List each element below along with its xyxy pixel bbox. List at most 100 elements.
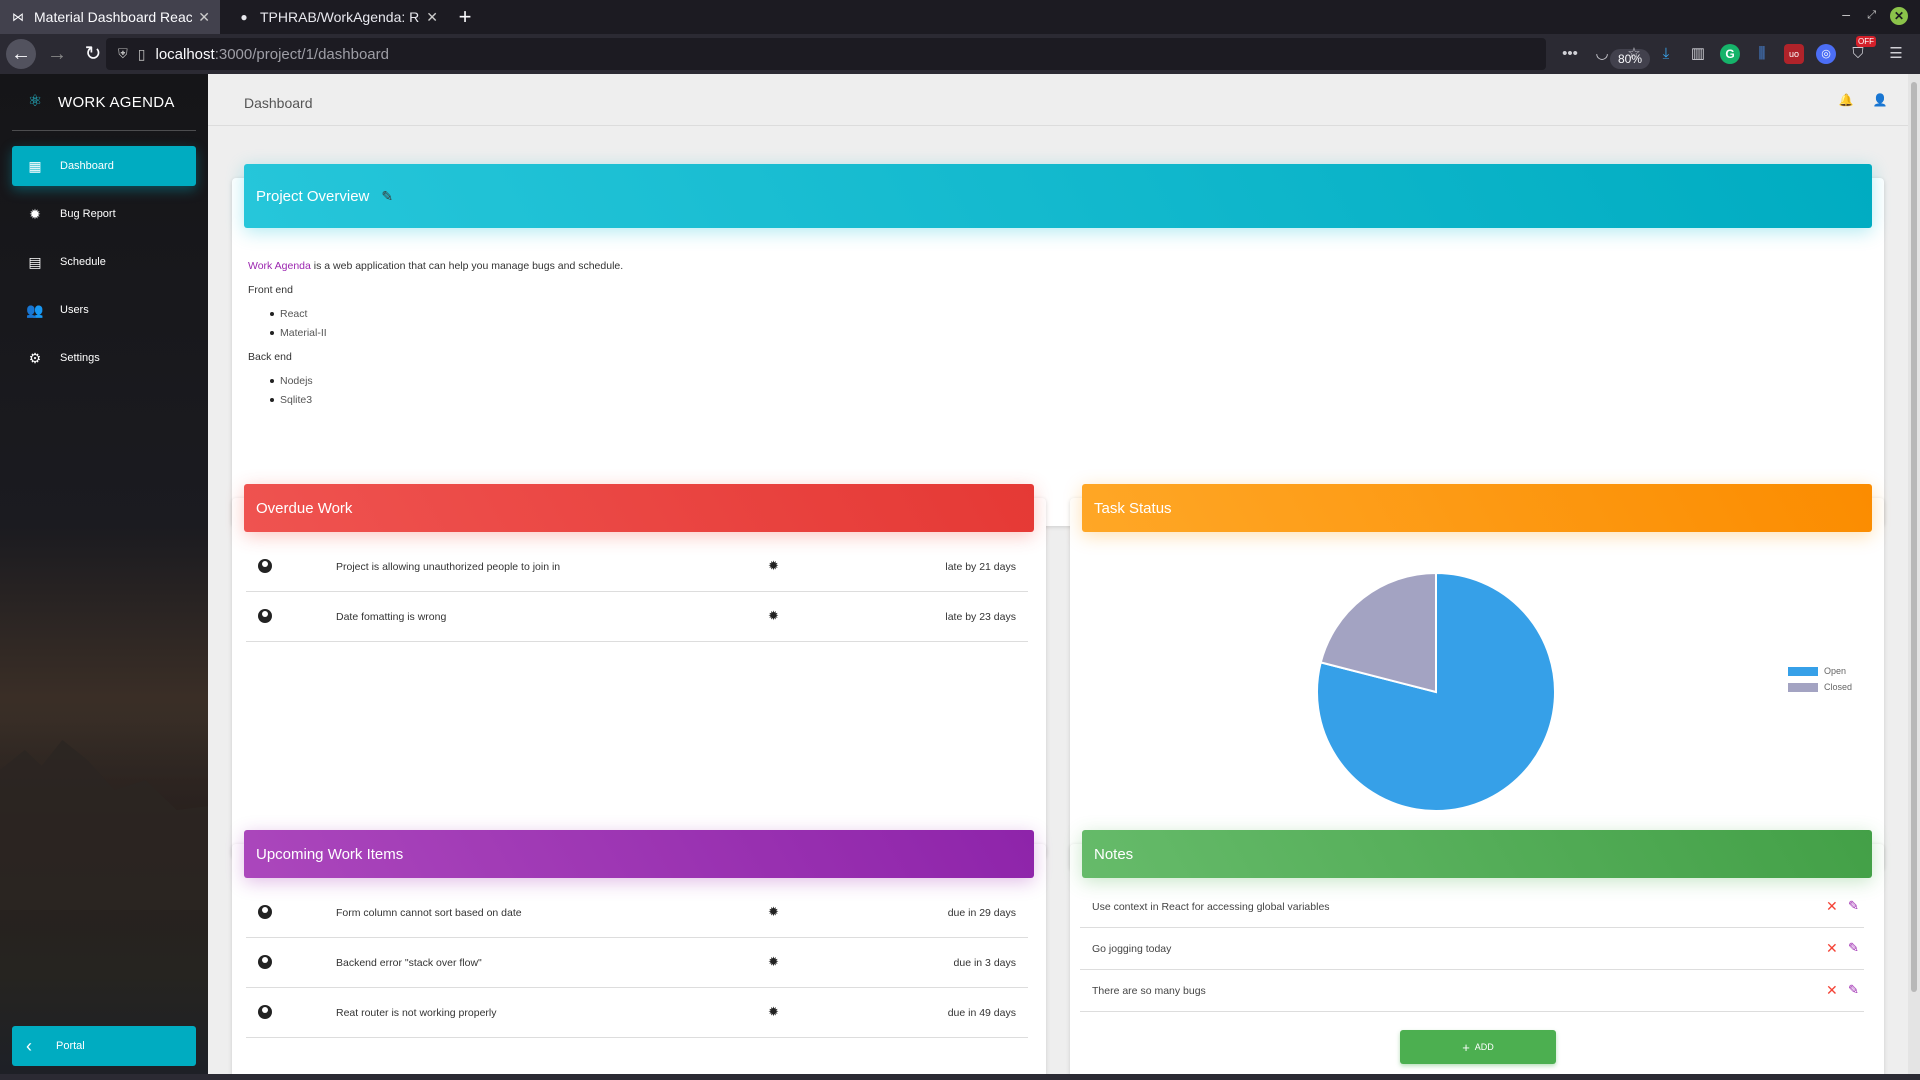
window-close-button[interactable]: ✕ [1890, 7, 1908, 25]
plus-icon: + [1462, 1039, 1470, 1055]
table-row[interactable]: Form column cannot sort based on date ✹ … [246, 888, 1028, 938]
download-icon[interactable]: ⤓ [1662, 45, 1670, 62]
sidebar-item-label: Schedule [60, 256, 106, 268]
new-tab-button[interactable]: + [458, 4, 472, 29]
portal-label: Portal [56, 1040, 85, 1052]
note-text: Use context in React for accessing globa… [1092, 901, 1330, 913]
backend-heading: Back end [248, 351, 292, 363]
page-icon: ▯ [137, 45, 146, 62]
close-icon[interactable]: ✕ [198, 8, 210, 25]
close-icon[interactable]: ✕ [426, 8, 438, 25]
edit-pencil-icon[interactable]: ✎ [1848, 982, 1859, 997]
github-icon: ● [240, 10, 248, 24]
account-circle-icon [258, 955, 272, 969]
page-scrollbar[interactable] [1908, 74, 1920, 1080]
sidebar-item-schedule[interactable]: ▤ Schedule [12, 242, 196, 282]
table-row[interactable]: Project is allowing unauthorized people … [246, 542, 1028, 592]
extension-blue-icon[interactable]: ◎ [1816, 44, 1836, 64]
sidebar-item-label: Bug Report [60, 208, 116, 220]
sidebar-item-bug-report[interactable]: ✹ Bug Report [12, 194, 196, 234]
react-logo-icon: ⚛ [27, 93, 43, 110]
card-title: Notes [1094, 845, 1134, 863]
more-actions-icon[interactable]: ••• [1562, 45, 1578, 62]
minimize-icon[interactable]: – [1842, 6, 1850, 22]
edit-pencil-icon[interactable]: ✎ [1848, 898, 1859, 913]
table-row[interactable]: Backend error "stack over flow" ✹ due in… [246, 938, 1028, 988]
card-title: Project Overview [256, 187, 370, 205]
work-agenda-link[interactable]: Work Agenda [248, 260, 311, 272]
sidebar-toggle-icon[interactable]: ▥ [1690, 45, 1706, 62]
list-item[interactable]: There are so many bugs ✕ ✎ [1080, 970, 1864, 1012]
extension-icon[interactable]: ⫼ [1758, 45, 1766, 62]
notes-card: Notes Use context in React for accessing… [1070, 830, 1884, 1080]
sidebar-item-label: Users [60, 304, 89, 316]
grammarly-icon[interactable]: G [1720, 44, 1740, 64]
people-icon: 👥 [26, 302, 44, 318]
overview-intro: Work Agenda is a web application that ca… [248, 260, 623, 272]
tab-title: Material Dashboard React b [34, 9, 193, 25]
close-icon[interactable]: ✕ [1826, 940, 1838, 956]
legend-swatch [1788, 682, 1818, 692]
work-item-due: late by 21 days [945, 561, 1016, 573]
list-item: Material-II [270, 327, 623, 339]
app-root: ⚛ WORK AGENDA ▦ Dashboard ✹ Bug Report ▤… [0, 74, 1920, 1080]
list-item[interactable]: Use context in React for accessing globa… [1080, 886, 1864, 928]
browser-tab-dashboard[interactable]: ⋈ Material Dashboard React b ✕ [0, 0, 220, 34]
edit-pencil-icon[interactable]: ✎ [1848, 940, 1859, 955]
pocket-icon[interactable]: ◡ [1595, 45, 1609, 62]
sidebar-item-label: Settings [60, 352, 100, 364]
zoom-badge[interactable]: 80% [1610, 49, 1651, 69]
sidebar-item-dashboard[interactable]: ▦ Dashboard [12, 146, 196, 186]
bug-icon: ✹ [768, 558, 779, 573]
table-row[interactable]: Date fomatting is wrong ✹ late by 23 day… [246, 592, 1028, 642]
brand[interactable]: ⚛ WORK AGENDA [0, 74, 208, 130]
note-text: There are so many bugs [1092, 985, 1206, 997]
ublock-icon[interactable]: uo [1784, 44, 1804, 64]
legend-label: Open [1824, 666, 1847, 676]
legend-label: Closed [1824, 682, 1853, 692]
add-note-button[interactable]: + ADD [1400, 1030, 1556, 1064]
edit-pencil-icon[interactable]: ✎ [381, 187, 394, 204]
bug-icon: ✹ [768, 1004, 779, 1019]
pie-slice-closed[interactable] [1319, 571, 1437, 694]
shield-icon: ⛨ [118, 46, 128, 61]
work-item-text: Form column cannot sort based on date [336, 907, 522, 919]
upcoming-work-header: Upcoming Work Items [244, 830, 1034, 878]
work-item-due: due in 29 days [947, 907, 1016, 919]
brand-divider [12, 130, 196, 131]
legend-item-open: Open [1788, 666, 1852, 676]
close-icon[interactable]: ✕ [1826, 982, 1838, 998]
bell-icon[interactable]: 🔔 [1838, 93, 1854, 107]
sidebar-item-users[interactable]: 👥 Users [12, 290, 196, 330]
person-icon[interactable]: 👤 [1872, 93, 1888, 107]
back-button[interactable]: ← [6, 39, 36, 69]
table-row[interactable]: Reat router is not working properly ✹ du… [246, 988, 1028, 1038]
browser-tab-github[interactable]: ● TPHRAB/WorkAgenda: Rea ✕ [226, 0, 448, 34]
task-status-pie-chart [1316, 571, 1556, 812]
project-overview-body: Work Agenda is a web application that ca… [248, 260, 623, 418]
bottom-strip [0, 1074, 1920, 1080]
legend-item-closed: Closed [1788, 682, 1852, 692]
portal-button[interactable]: ‹ Portal [12, 1026, 196, 1066]
bookmark-star-icon[interactable]: ☆ [1627, 45, 1641, 62]
reload-button[interactable]: ↻ [84, 43, 102, 65]
browser-navbar: ← → ↻ ⛨ ▯ localhost:3000/project/1/dashb… [0, 34, 1920, 74]
account-circle-icon [258, 905, 272, 919]
url-bar[interactable]: ⛨ ▯ localhost:3000/project/1/dashboard 8… [106, 38, 1651, 70]
restore-icon[interactable]: ⤢ [1867, 9, 1876, 21]
sidebar: ⚛ WORK AGENDA ▦ Dashboard ✹ Bug Report ▤… [0, 74, 208, 1080]
bug-icon: ✹ [29, 206, 41, 222]
forward-button[interactable]: → [47, 43, 67, 65]
chart-legend: Open Closed [1788, 666, 1852, 698]
notes-header: Notes [1082, 830, 1872, 878]
menu-icon[interactable]: ☰ [1889, 45, 1903, 62]
sidebar-item-settings[interactable]: ⚙ Settings [12, 338, 196, 378]
close-icon[interactable]: ✕ [1826, 898, 1838, 914]
overdue-work-card: Overdue Work Project is allowing unautho… [232, 484, 1046, 858]
shield-off-icon[interactable]: ⛉ OFF [1852, 36, 1876, 62]
scrollbar-thumb[interactable] [1911, 82, 1917, 992]
upcoming-work-card: Upcoming Work Items Form column cannot s… [232, 830, 1046, 1080]
list-item[interactable]: Go jogging today ✕ ✎ [1080, 928, 1864, 970]
note-text: Go jogging today [1092, 943, 1172, 955]
work-item-text: Date fomatting is wrong [336, 611, 447, 623]
